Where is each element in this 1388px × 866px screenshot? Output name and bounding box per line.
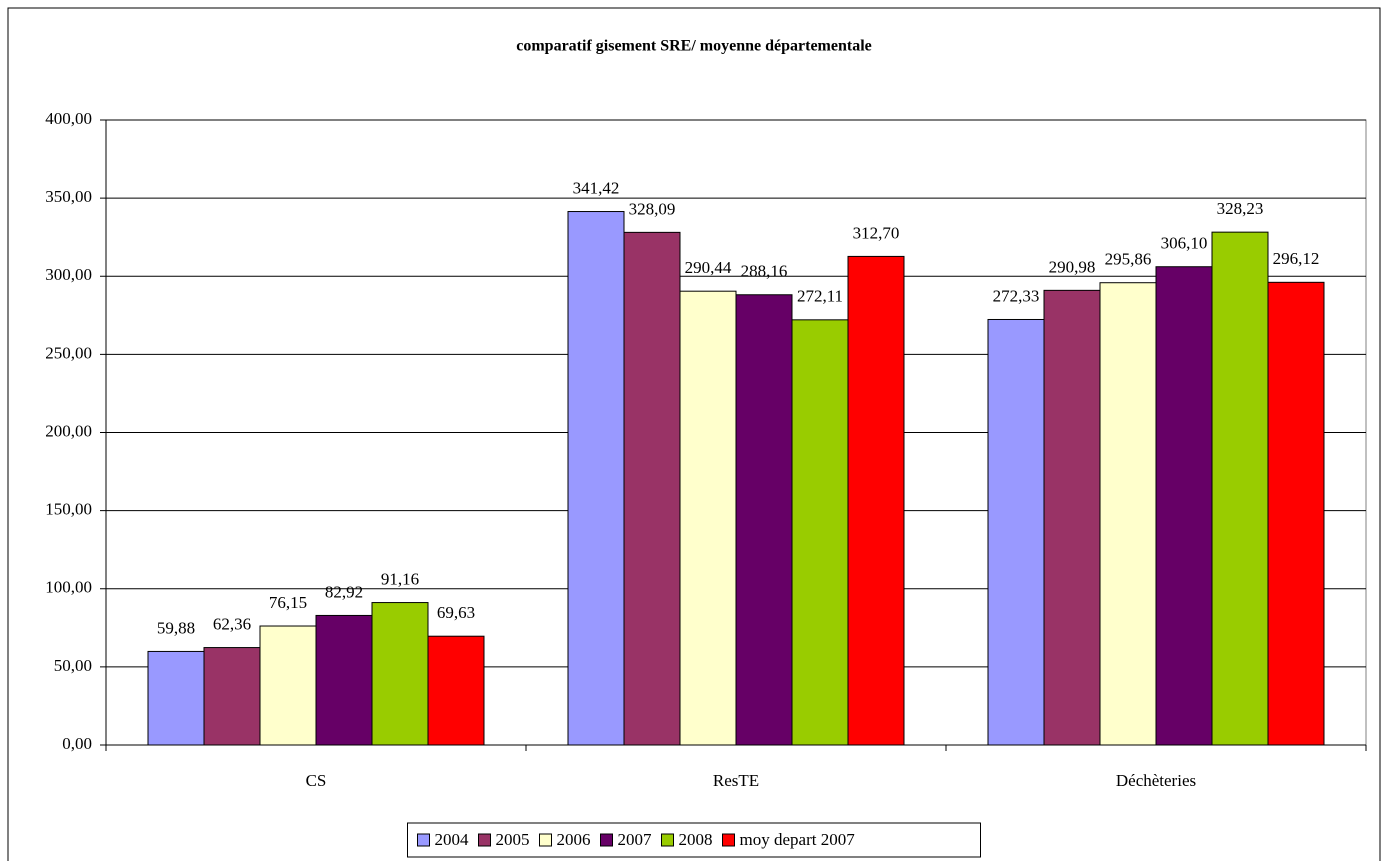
value-label: 290,44 [685,258,732,277]
value-label: 290,98 [1049,257,1096,276]
legend-swatch [478,833,491,847]
x-tick-label: CS [306,771,327,790]
y-tick-label: 100,00 [45,578,92,597]
bar [1043,289,1101,746]
bar [987,318,1045,746]
bar [259,625,317,746]
bar [427,635,485,746]
bar [791,319,849,746]
bar [679,290,737,746]
legend-swatch [722,833,735,847]
bar [203,647,261,746]
legend-swatch [539,833,552,847]
y-tick-label: 0,00 [62,734,92,753]
value-label: 341,42 [573,178,620,197]
bar [147,650,205,746]
value-label: 288,16 [741,262,788,281]
chart-title: comparatif gisement SRE/ moyenne départe… [516,38,872,55]
bar [1211,231,1269,746]
legend-label: 2004 [435,830,470,849]
value-label: 306,10 [1161,234,1208,253]
legend-label: 2008 [679,830,713,849]
bar [847,255,905,746]
y-tick-label: 150,00 [45,500,92,519]
y-tick-label: 400,00 [45,109,92,128]
value-label: 272,33 [993,286,1040,305]
legend-box [407,822,981,858]
bar [735,294,793,746]
value-label: 272,11 [797,287,843,306]
y-tick-label: 200,00 [45,421,92,440]
value-label: 91,16 [381,569,419,588]
y-tick-label: 300,00 [45,265,92,284]
x-tick-label: Déchèteries [1116,771,1196,790]
bar [567,211,625,746]
chart-frame [7,7,1381,861]
bar [1267,281,1325,746]
bar [623,231,681,746]
bar [371,602,429,746]
value-label: 312,70 [853,223,900,242]
legend-label: 2007 [618,830,653,849]
value-label: 62,36 [213,614,251,633]
bar [1155,266,1213,746]
value-label: 76,15 [269,593,307,612]
value-label: 328,23 [1217,199,1264,218]
legend-swatch [417,833,430,847]
value-label: 296,12 [1273,249,1320,268]
x-tick-label: ResTE [713,771,759,790]
y-tick-label: 50,00 [54,656,92,675]
value-label: 69,63 [437,603,475,622]
value-label: 82,92 [325,582,363,601]
legend-swatch [661,833,674,847]
legend-label: moy depart 2007 [740,830,856,849]
y-tick-label: 250,00 [45,343,92,362]
value-label: 328,09 [629,199,676,218]
legend-label: 2005 [496,830,530,849]
y-tick-label: 350,00 [45,187,92,206]
value-label: 295,86 [1105,250,1152,269]
bar [1099,282,1157,746]
bar [315,614,373,746]
legend-swatch [600,833,613,847]
legend-label: 2006 [557,830,591,849]
value-label: 59,88 [157,618,195,637]
